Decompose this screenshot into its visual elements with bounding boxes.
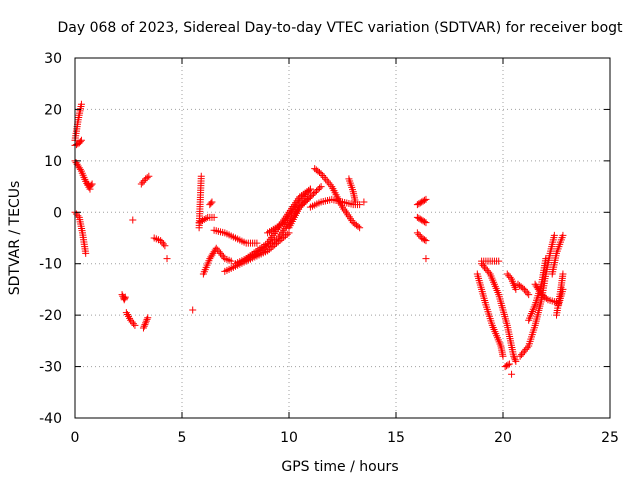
x-tick-label: 15 bbox=[387, 430, 405, 446]
y-tick-label: -30 bbox=[39, 360, 62, 376]
y-axis-label: SDTVAR / TECUs bbox=[7, 181, 23, 296]
data-point-cluster bbox=[548, 231, 567, 278]
data-point-cluster bbox=[206, 198, 216, 209]
x-tick-label: 10 bbox=[280, 430, 298, 446]
data-point-cluster bbox=[195, 213, 218, 227]
x-axis-label: GPS time / hours bbox=[281, 459, 398, 475]
data-point-cluster bbox=[150, 234, 169, 250]
data-point-cluster bbox=[478, 260, 520, 365]
data-point-cluster bbox=[199, 244, 235, 278]
data-point-cluster bbox=[129, 216, 137, 224]
x-tick-label: 20 bbox=[494, 430, 512, 446]
data-point-cluster bbox=[503, 270, 520, 293]
data-point-cluster bbox=[122, 309, 139, 329]
data-point-cluster bbox=[71, 100, 85, 144]
data-point-cluster bbox=[478, 257, 503, 265]
axis-ticks: 0 5 10 15 20 25 -40 -30 -20 -10 0 10 20 30 bbox=[39, 51, 619, 446]
data-point-cluster bbox=[508, 370, 516, 378]
y-tick-label: -20 bbox=[39, 308, 62, 324]
y-tick-label: 20 bbox=[44, 102, 62, 118]
data-point-cluster bbox=[473, 270, 507, 360]
data-point-cluster bbox=[189, 306, 197, 314]
data-point-cluster bbox=[118, 291, 129, 304]
data-point-cluster bbox=[501, 360, 513, 371]
data-point-cluster bbox=[71, 208, 90, 257]
data-point-cluster bbox=[345, 175, 359, 206]
x-tick-label: 25 bbox=[601, 430, 619, 446]
data-point-cluster bbox=[139, 314, 152, 332]
data-point-cluster bbox=[413, 195, 430, 209]
data-point-cluster bbox=[84, 180, 96, 191]
plot-frame bbox=[74, 57, 611, 419]
data-point-cluster bbox=[553, 270, 567, 319]
data-points bbox=[71, 100, 567, 378]
data-point-cluster bbox=[210, 226, 261, 247]
data-point-cluster bbox=[516, 231, 558, 360]
y-tick-label: 30 bbox=[44, 51, 62, 67]
data-point-cluster bbox=[514, 280, 533, 299]
x-tick-label: 0 bbox=[71, 430, 80, 446]
data-point-cluster bbox=[413, 229, 430, 245]
y-tick-label: -10 bbox=[39, 257, 62, 273]
data-point-cluster bbox=[555, 285, 567, 309]
data-point-cluster bbox=[137, 172, 153, 188]
data-point-cluster bbox=[360, 198, 368, 206]
chart-title: Day 068 of 2023, Sidereal Day-to-day VTE… bbox=[57, 20, 623, 36]
data-point-cluster bbox=[71, 136, 85, 149]
data-point-cluster bbox=[163, 255, 171, 263]
data-point-cluster bbox=[285, 183, 325, 232]
x-tick-label: 5 bbox=[178, 430, 187, 446]
data-point-cluster bbox=[531, 280, 560, 306]
data-point-cluster bbox=[525, 255, 550, 324]
y-tick-label: 0 bbox=[53, 205, 62, 221]
y-tick-label: 10 bbox=[44, 154, 62, 170]
data-point-cluster bbox=[422, 255, 430, 263]
data-point-cluster bbox=[413, 213, 430, 227]
y-tick-label: -40 bbox=[39, 411, 62, 427]
data-point-cluster bbox=[264, 185, 314, 237]
